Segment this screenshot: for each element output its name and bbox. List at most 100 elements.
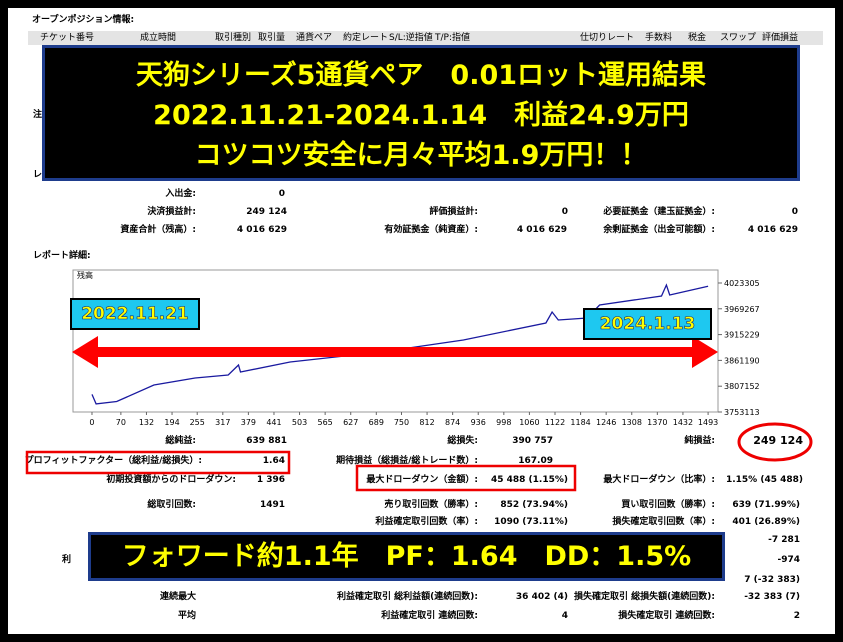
stat-value: -7 281 bbox=[768, 535, 800, 545]
text-fragment: 注 bbox=[33, 110, 43, 120]
x-tick-label: 0 bbox=[89, 418, 94, 427]
section-title: レポート詳細: bbox=[33, 251, 91, 261]
column-header: 仕切りレート bbox=[580, 33, 635, 43]
plot-area bbox=[72, 269, 719, 413]
banner-line: コツコツ安全に月々平均1.9万円！！ bbox=[194, 140, 648, 171]
stat-value: 1 396 bbox=[256, 475, 285, 485]
text-fragment: レ bbox=[33, 170, 43, 180]
x-tick-label: 1184 bbox=[570, 418, 590, 427]
stat-label: 売り取引回数（勝率）: bbox=[384, 500, 478, 510]
column-header: 評価損益 bbox=[762, 33, 799, 43]
stat-value: 639 (71.99%) bbox=[732, 500, 800, 510]
field-label: 資産合計（残高）: bbox=[120, 225, 196, 235]
column-header: 手数料 bbox=[645, 33, 673, 43]
x-tick-label: 1370 bbox=[647, 418, 667, 427]
column-header: 税金 bbox=[688, 33, 707, 43]
banner-line: 天狗シリーズ5通貨ペア 0.01ロット運用結果 bbox=[135, 60, 707, 91]
stat-value: 45 488 (1.15%) bbox=[490, 475, 568, 485]
arrow-head bbox=[72, 336, 98, 368]
x-tick-label: 1308 bbox=[622, 418, 642, 427]
field-value: 4 016 629 bbox=[516, 225, 567, 235]
overlay bbox=[25, 336, 813, 492]
field-value: 0 bbox=[561, 207, 568, 217]
stat-label: 損失確定取引 総損失額(連続回数): bbox=[574, 592, 715, 602]
arrow-head bbox=[692, 336, 718, 368]
stat-label: 期待損益（総損益/総トレード数）: bbox=[336, 456, 478, 466]
highlight-circle bbox=[737, 422, 813, 462]
x-tick-label: 627 bbox=[343, 418, 358, 427]
stat-value: 1.64 bbox=[262, 456, 285, 466]
x-tick-label: 503 bbox=[292, 418, 307, 427]
y-tick-label: 3807152 bbox=[724, 382, 760, 391]
x-tick-label: 565 bbox=[317, 418, 332, 427]
stat-label: 損失確定取引回数（率）: bbox=[612, 517, 715, 527]
stat-label: 利益確定取引 総利益額(連続回数): bbox=[337, 592, 478, 602]
stat-label: 総損失: bbox=[447, 436, 478, 446]
x-tick-label: 689 bbox=[369, 418, 384, 427]
column-header: 通貨ペア bbox=[296, 33, 333, 43]
field-value: 0 bbox=[278, 189, 285, 199]
column-header: S/L:逆指値 bbox=[389, 33, 433, 43]
stat-label: 連続最大 bbox=[159, 592, 196, 602]
stat-value: 1491 bbox=[259, 500, 285, 510]
field-label: 必要証拠金（建玉証拠金）: bbox=[603, 207, 715, 217]
column-header: 約定レート bbox=[343, 33, 389, 43]
x-tick-label: 998 bbox=[496, 418, 511, 427]
column-header: スワップ bbox=[720, 33, 757, 43]
section-title: オープンポジション情報: bbox=[32, 15, 135, 25]
x-tick-label: 1493 bbox=[698, 418, 718, 427]
x-tick-label: 441 bbox=[266, 418, 281, 427]
legend-label: 残高 bbox=[77, 270, 93, 280]
column-header: 取引種別 bbox=[215, 33, 252, 43]
stat-label: 総純益: bbox=[165, 436, 196, 446]
stat-label: 買い取引回数（勝率）: bbox=[621, 500, 715, 510]
end-date: 2024.1.13 bbox=[583, 308, 712, 340]
x-tick-label: 194 bbox=[164, 418, 179, 427]
stat-value: 390 757 bbox=[512, 436, 553, 446]
y-tick-label: 3969267 bbox=[724, 305, 760, 314]
field-label: 入出金: bbox=[165, 189, 196, 199]
y-tick-label: 3753113 bbox=[724, 408, 760, 417]
x-tick-label: 1246 bbox=[596, 418, 616, 427]
highlight-box bbox=[25, 450, 291, 475]
field-label: 評価損益計: bbox=[429, 207, 478, 217]
banner-line: 2022.11.21-2024.1.14 利益24.9万円 bbox=[153, 100, 689, 131]
x-tick-label: 317 bbox=[215, 418, 230, 427]
x-tick-label: 1432 bbox=[673, 418, 693, 427]
column-header: 成立時間 bbox=[140, 33, 177, 43]
y-tick-label: 3861190 bbox=[724, 356, 760, 365]
field-label: 有効証拠金（純資産）: bbox=[384, 225, 478, 235]
field-value: 4 016 629 bbox=[236, 225, 287, 235]
stat-value: 36 402 (4) bbox=[515, 592, 568, 602]
column-header: 取引量 bbox=[258, 33, 286, 43]
bottom-banner: フォワード約1.1年 PF：1.64 DD：1.5% bbox=[88, 532, 725, 581]
stat-value: -974 bbox=[777, 555, 800, 565]
stat-value: -32 383 (7) bbox=[744, 592, 800, 602]
stat-value: 249 124 bbox=[753, 434, 803, 447]
x-tick-label: 750 bbox=[394, 418, 409, 427]
stat-label: 利益確定取引 連続回数: bbox=[381, 611, 478, 621]
stat-value: 7 (-32 383) bbox=[744, 575, 800, 585]
field-value: 0 bbox=[791, 207, 798, 217]
field-label: 決済損益計: bbox=[147, 207, 196, 217]
x-tick-label: 255 bbox=[190, 418, 205, 427]
x-tick-label: 874 bbox=[445, 418, 460, 427]
chart: 残高 3753113 3807152 3861190 3915229 3969267 402… bbox=[72, 269, 760, 427]
x-tick-label: 70 bbox=[116, 418, 126, 427]
start-date: 2022.11.21 bbox=[70, 298, 200, 330]
stat-label: 平均 bbox=[177, 611, 196, 621]
column-header: チケット番号 bbox=[40, 33, 95, 43]
x-tick-label: 379 bbox=[241, 418, 256, 427]
stat-label: 最大ドローダウン（比率）: bbox=[603, 475, 715, 485]
column-header: T/P:指値 bbox=[435, 33, 470, 43]
stat-label: 純損益: bbox=[684, 436, 715, 446]
highlight-box bbox=[355, 464, 577, 492]
x-tick-label: 936 bbox=[471, 418, 486, 427]
field-value: 4 016 629 bbox=[747, 225, 798, 235]
field-value: 249 124 bbox=[246, 207, 287, 217]
x-tick-label: 812 bbox=[419, 418, 434, 427]
stat-value: 1.15% (45 488) bbox=[725, 475, 803, 485]
x-tick-label: 1122 bbox=[545, 418, 565, 427]
stat-label: 総取引回数: bbox=[147, 500, 196, 510]
